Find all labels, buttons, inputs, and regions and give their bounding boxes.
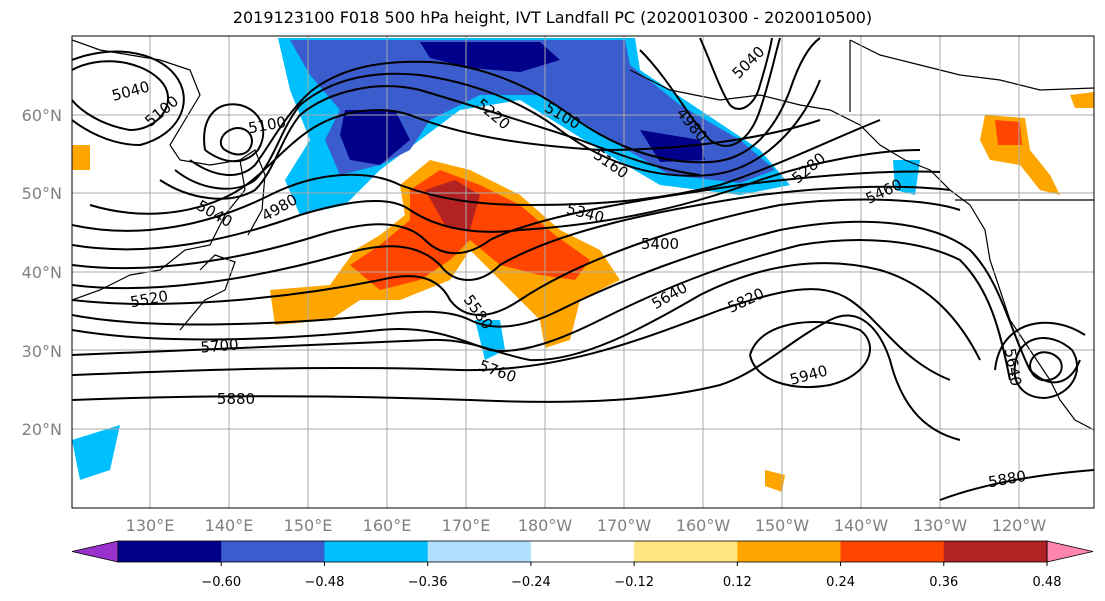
map-frame bbox=[71, 35, 1095, 509]
height-contour-5880-se bbox=[939, 469, 1094, 501]
height-contour-5220 bbox=[159, 85, 701, 200]
height-contour-5640 bbox=[72, 220, 1081, 384]
height-contour-low-se bbox=[1029, 351, 1063, 382]
height-contour-low-se-2 bbox=[1013, 337, 1078, 400]
lon-label: 120°W bbox=[992, 516, 1047, 535]
colorbar-segment bbox=[530, 541, 635, 562]
map-title: 2019123100 F018 500 hPa height, IVT Land… bbox=[232, 8, 873, 27]
contour-label: 5880 bbox=[217, 390, 255, 408]
colorbar-segment bbox=[634, 541, 738, 562]
height-contours bbox=[72, 37, 1094, 501]
lon-label: 170°E bbox=[442, 516, 491, 535]
colorbar-tick-label: −0.36 bbox=[408, 575, 448, 590]
height-contour-low-se-3 bbox=[994, 321, 1086, 371]
contour-label: 5700 bbox=[200, 335, 240, 356]
contour-label: 5400 bbox=[641, 235, 679, 253]
lon-label: 150°E bbox=[284, 516, 333, 535]
map-graticule bbox=[72, 36, 1094, 508]
lat-label: 40°N bbox=[22, 263, 62, 282]
lat-label: 50°N bbox=[22, 184, 62, 203]
coastline-asia bbox=[72, 39, 246, 301]
height-contour-5820 bbox=[72, 288, 951, 381]
colorbar-extend-high bbox=[1046, 540, 1094, 563]
lon-label: 150°W bbox=[755, 516, 810, 535]
lon-label: 140°E bbox=[205, 516, 254, 535]
height-contour-5040-nw bbox=[72, 60, 170, 132]
lon-label: 180°W bbox=[518, 516, 573, 535]
lon-label: 140°W bbox=[834, 516, 889, 535]
latitude-labels: 60°N 50°N 40°N 30°N 20°N bbox=[22, 106, 62, 439]
longitude-labels: 130°E 140°E 150°E 160°E 170°E 180°W 170°W 160°W… bbox=[126, 516, 1047, 535]
lon-label: 130°E bbox=[126, 516, 175, 535]
ivt-orange-small-3 bbox=[765, 470, 785, 492]
colorbar-segment bbox=[221, 541, 325, 562]
colorbar: −0.60 −0.48 −0.36 −0.24 −0.12 0.12 0.24 0.36 0.4… bbox=[71, 540, 1094, 590]
lon-label: 160°E bbox=[363, 516, 412, 535]
height-contour-5880 bbox=[72, 314, 961, 441]
coastline-arctic bbox=[849, 39, 1094, 91]
ivt-red-east bbox=[995, 120, 1022, 145]
ivt-orange-small bbox=[72, 145, 90, 170]
colorbar-tick-label: 0.48 bbox=[1033, 575, 1062, 590]
lon-label: 160°W bbox=[676, 516, 731, 535]
height-contour-5160 bbox=[174, 72, 821, 190]
colorbar-segment bbox=[118, 541, 222, 562]
height-contour-5340 bbox=[72, 119, 881, 232]
height-contour-5700 bbox=[72, 239, 1011, 381]
lon-label: 170°W bbox=[597, 516, 652, 535]
ivt-light-blue-small-3 bbox=[72, 425, 120, 480]
colorbar-segment bbox=[943, 541, 1048, 562]
colorbar-segment bbox=[324, 541, 429, 562]
height-contour-5760 bbox=[72, 262, 981, 362]
lat-label: 60°N bbox=[22, 106, 62, 125]
coastline-kamchatka bbox=[239, 149, 266, 236]
colorbar-tick-label: −0.48 bbox=[305, 575, 345, 590]
ivt-positive-field bbox=[72, 92, 1094, 492]
colorbar-tick-label: −0.12 bbox=[614, 575, 654, 590]
lat-label: 20°N bbox=[22, 420, 62, 439]
lon-label: 130°W bbox=[913, 516, 968, 535]
height-contour-4980-ne bbox=[639, 37, 781, 147]
colorbar-tick-label: −0.60 bbox=[201, 575, 241, 590]
coastline-japan bbox=[179, 254, 236, 331]
colorbar-outline bbox=[117, 540, 1048, 563]
colorbar-extend-low bbox=[71, 540, 119, 563]
height-contour-5460 bbox=[72, 170, 941, 270]
height-contour-5040-ne bbox=[699, 37, 773, 110]
ivt-orange-small-2 bbox=[1070, 92, 1094, 108]
colorbar-tick-label: 0.36 bbox=[929, 575, 958, 590]
height-contour-5280 bbox=[89, 109, 821, 215]
height-contour-4980 bbox=[219, 127, 254, 156]
height-contour-5100 bbox=[189, 37, 821, 177]
height-contour-5580 bbox=[72, 198, 961, 316]
colorbar-segment bbox=[427, 541, 532, 562]
colorbar-tick-label: −0.24 bbox=[511, 575, 551, 590]
ivt-dark-blue-region-3 bbox=[640, 130, 705, 162]
colorbar-tick-label: 0.24 bbox=[826, 575, 855, 590]
height-contour-5940-closed bbox=[749, 321, 871, 388]
height-contour-5100-nw bbox=[72, 50, 185, 147]
colorbar-segment bbox=[840, 541, 945, 562]
height-contour-5400 bbox=[72, 149, 921, 251]
height-contour-5520 bbox=[72, 185, 951, 290]
ivt-dark-blue-region-2 bbox=[340, 110, 410, 165]
colorbar-tick-label: 0.12 bbox=[723, 575, 752, 590]
lat-label: 30°N bbox=[22, 342, 62, 361]
height-contour-5040 bbox=[203, 103, 265, 163]
colorbar-segment bbox=[737, 541, 842, 562]
ivt-dark-blue-region bbox=[420, 42, 560, 72]
